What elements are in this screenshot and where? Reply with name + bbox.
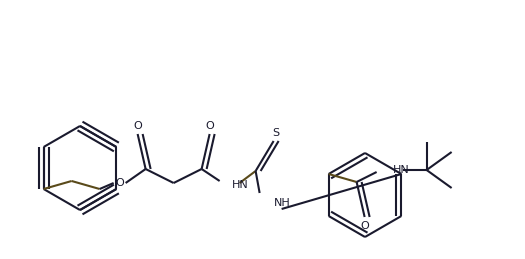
Text: HN: HN bbox=[232, 180, 248, 190]
Text: O: O bbox=[205, 121, 214, 131]
Text: O: O bbox=[116, 178, 124, 188]
Text: O: O bbox=[360, 221, 369, 231]
Text: S: S bbox=[272, 128, 279, 138]
Text: NH: NH bbox=[274, 198, 290, 208]
Text: HN: HN bbox=[393, 165, 410, 175]
Text: O: O bbox=[133, 121, 142, 131]
